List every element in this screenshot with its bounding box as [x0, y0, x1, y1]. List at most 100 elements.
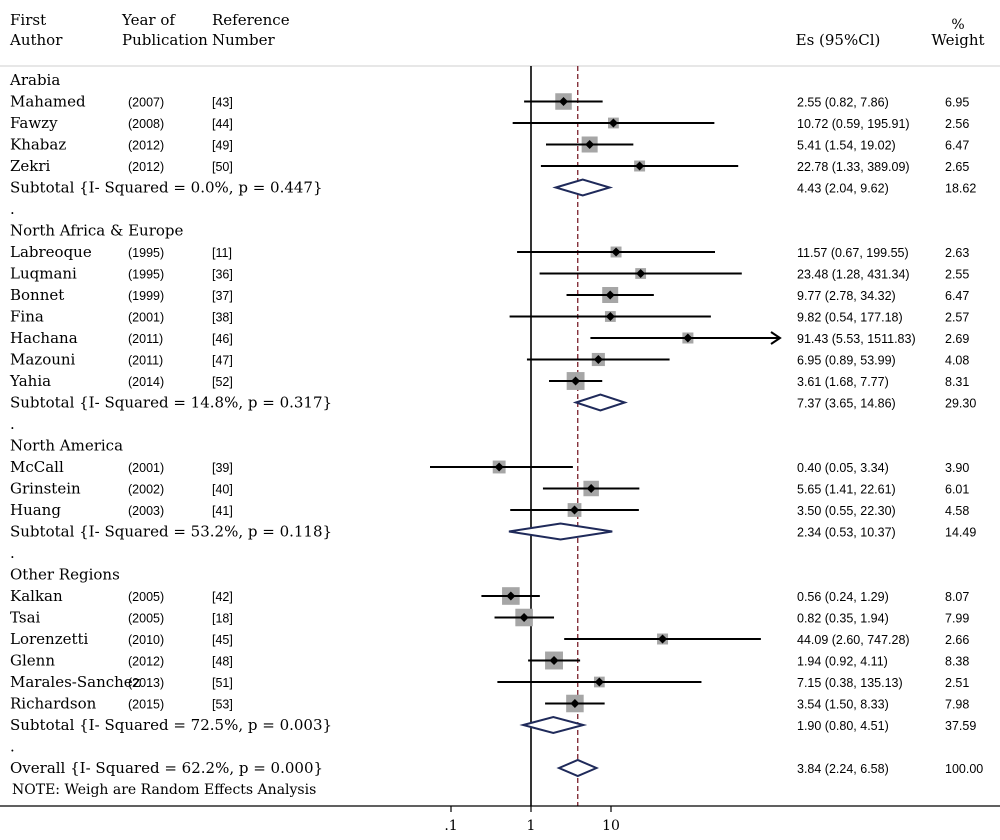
point-estimate [611, 247, 621, 257]
study-year: (1999) [128, 289, 164, 303]
subtotal-label: Subtotal {I- Squared = 14.8%, p = 0.317} [10, 394, 332, 412]
study-author: Yahia [9, 372, 51, 390]
study-author: Mahamed [10, 93, 86, 111]
study-author: Marales-Sanchez [10, 673, 141, 691]
point-estimate [494, 462, 504, 472]
point-estimate [605, 290, 615, 300]
study-year: (2014) [128, 375, 164, 389]
spacer-dot: . [10, 200, 15, 218]
study-reference: [37] [212, 289, 233, 303]
study-ci-text: 5.65 (1.41, 22.61) [797, 483, 896, 497]
header-year-2: Publication [122, 31, 208, 49]
study-reference: [44] [212, 117, 233, 131]
study-ci-text: 22.78 (1.33, 389.09) [797, 160, 910, 174]
header-year-1: Year of [121, 11, 176, 29]
study-reference: [52] [212, 375, 233, 389]
point-estimate [559, 97, 569, 106]
study-ci-text: 11.57 (0.67, 199.55) [797, 246, 909, 260]
study-weight: 8.38 [945, 655, 969, 669]
study-weight: 2.51 [945, 676, 969, 690]
x-tick-label: 10 [602, 818, 620, 834]
study-reference: [40] [212, 483, 233, 497]
study-author: Richardson [10, 695, 97, 713]
study-year: (2003) [128, 504, 164, 518]
study-year: (2001) [128, 461, 164, 475]
study-year: (2012) [128, 160, 164, 174]
study-rows: Arabia Mahamed (2007) [43] 2.55 (0.82, 7.86)… [9, 71, 983, 778]
study-weight: 2.57 [945, 311, 969, 325]
study-weight: 2.69 [945, 332, 969, 346]
x-tick-label: .1 [444, 818, 457, 834]
point-estimate [605, 312, 615, 321]
point-estimate [635, 161, 645, 171]
subtotal-label: Subtotal {I- Squared = 72.5%, p = 0.003} [10, 716, 332, 734]
study-weight: 6.47 [945, 289, 969, 303]
point-estimate [586, 484, 596, 493]
study-weight: 4.08 [945, 354, 969, 368]
study-ci-text: 7.15 (0.38, 135.13) [797, 676, 903, 690]
study-year: (2010) [128, 633, 164, 647]
spacer-dot: . [10, 415, 15, 433]
point-estimate [585, 140, 595, 149]
study-author: Labreoque [10, 243, 92, 261]
study-year: (2008) [128, 117, 164, 131]
study-reference: [41] [212, 504, 233, 518]
study-year: (2007) [128, 96, 164, 110]
study-reference: [43] [212, 96, 233, 110]
subtotal-ci-text: 7.37 (3.65, 14.86) [797, 397, 896, 411]
point-estimate [608, 118, 618, 128]
study-ci-text: 0.40 (0.05, 3.34) [797, 461, 889, 475]
point-estimate [658, 634, 668, 644]
study-ci-text: 44.09 (2.60, 747.28) [797, 633, 910, 647]
study-reference: [36] [212, 268, 233, 282]
study-reference: [18] [212, 612, 233, 626]
pooled-diamond [556, 758, 600, 778]
study-year: (1995) [128, 246, 164, 260]
study-ci-text: 3.50 (0.55, 22.30) [797, 504, 896, 518]
study-reference: [39] [212, 461, 233, 475]
study-author: Hachana [10, 329, 78, 347]
point-estimate [506, 591, 516, 601]
subtotal-weight: 37.59 [945, 719, 976, 733]
subtotal-weight: 100.00 [945, 762, 983, 776]
study-weight: 4.58 [945, 504, 969, 518]
study-author: Huang [10, 501, 61, 519]
subtotal-ci-text: 1.90 (0.80, 4.51) [797, 719, 889, 733]
study-ci-text: 3.54 (1.50, 8.33) [797, 698, 889, 712]
study-author: McCall [10, 458, 64, 476]
study-ci-text: 9.77 (2.78, 34.32) [797, 289, 896, 303]
study-year: (2005) [128, 612, 164, 626]
study-weight: 2.63 [945, 246, 969, 260]
x-axis-ticks: .1 1 10 [444, 806, 620, 834]
point-estimate [594, 677, 604, 687]
study-year: (2001) [128, 311, 164, 325]
study-author: Fawzy [10, 114, 58, 132]
study-ci-text: 91.43 (5.53, 1511.83) [797, 332, 916, 346]
group-label: Other Regions [10, 566, 120, 584]
study-weight: 6.47 [945, 139, 969, 153]
study-reference: [42] [212, 590, 233, 604]
study-author: Lorenzetti [10, 630, 89, 648]
study-year: (2011) [128, 354, 163, 368]
study-reference: [11] [212, 246, 232, 260]
study-reference: [45] [212, 633, 233, 647]
ci-arrow-icon [770, 331, 782, 345]
point-estimate [519, 613, 529, 622]
study-year: (2012) [128, 139, 164, 153]
x-tick-label: 1 [527, 818, 536, 834]
study-weight: 6.95 [945, 96, 969, 110]
study-reference: [48] [212, 655, 233, 669]
study-ci-text: 10.72 (0.59, 195.91) [797, 117, 910, 131]
note: NOTE: Weigh are Random Effects Analysis [12, 782, 316, 798]
study-author: Glenn [10, 652, 55, 670]
subtotal-label: Subtotal {I- Squared = 53.2%, p = 0.118} [10, 523, 332, 541]
study-ci-text: 6.95 (0.89, 53.99) [797, 354, 896, 368]
subtotal-weight: 14.49 [945, 526, 976, 540]
study-weight: 2.65 [945, 160, 969, 174]
study-author: Grinstein [10, 480, 81, 498]
subtotal-weight: 18.62 [945, 182, 976, 196]
header-reference-1: Reference [212, 11, 290, 29]
header-es: Es (95%Cl) [796, 31, 881, 49]
study-weight: 2.56 [945, 117, 969, 131]
study-author: Khabaz [10, 136, 66, 154]
